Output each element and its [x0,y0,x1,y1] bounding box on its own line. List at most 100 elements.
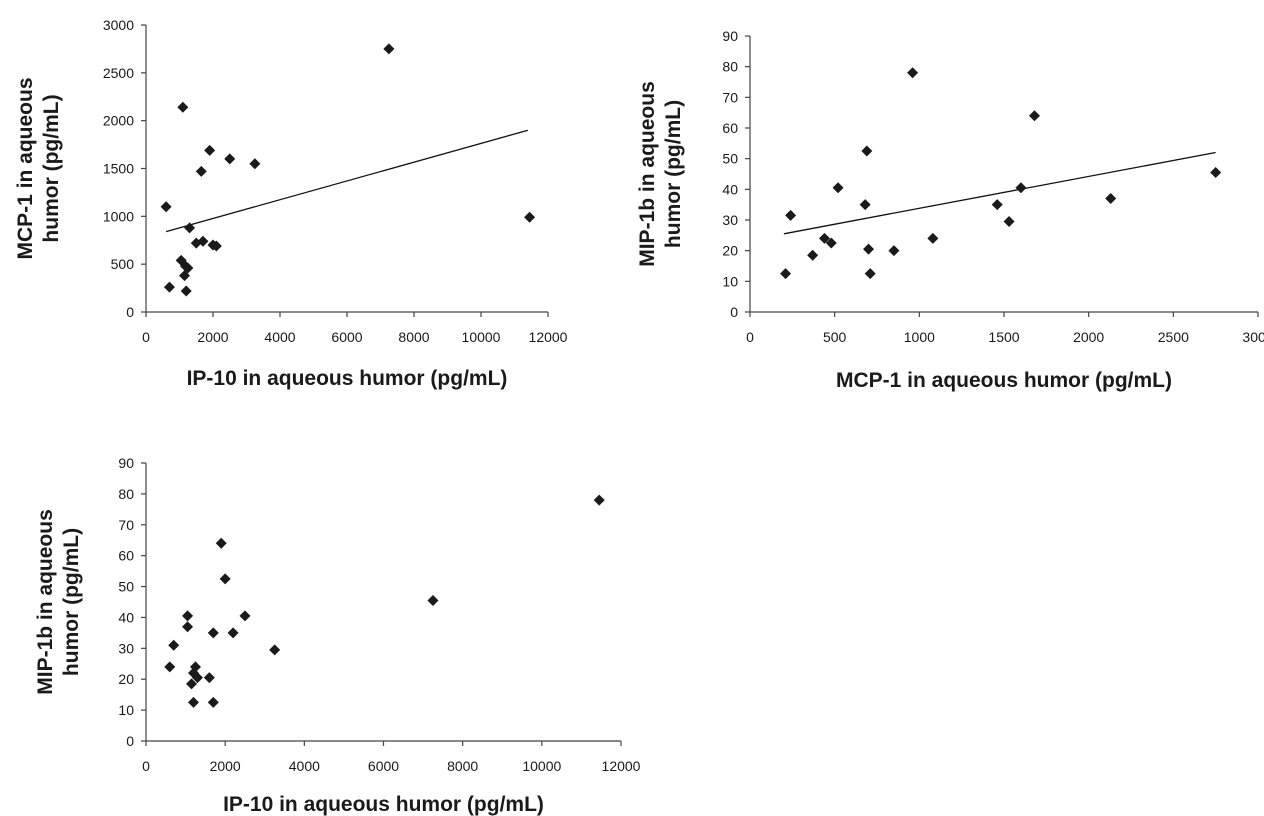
y-axis-title-line: MIP-1b in aqueous [636,81,659,267]
y-tick-label: 70 [722,89,738,105]
y-tick-label: 3000 [103,17,134,33]
data-point [180,285,192,297]
data-point [184,222,196,234]
x-tick-label: 12000 [602,758,641,774]
y-tick-label: 2000 [103,113,134,129]
trend-line [783,151,1216,235]
x-tick-label: 10000 [522,758,561,774]
y-tick-label: 30 [722,212,738,228]
data-point [832,182,844,194]
data-point [182,621,194,633]
data-point [427,594,439,606]
y-tick-label: 60 [118,548,134,564]
data-point [163,281,175,293]
x-tick-label: 6000 [368,758,399,774]
data-point [383,43,395,55]
data-point [864,268,876,280]
data-point [863,243,875,255]
data-point [1105,193,1117,205]
y-tick-label: 1500 [103,161,134,177]
data-point [164,661,176,673]
data-point [177,101,189,113]
y-axis-title-line: MCP-1 in aqueous [14,77,37,259]
data-point [197,235,209,247]
y-tick-label: 0 [730,304,738,320]
data-point [991,199,1003,211]
y-tick-label: 40 [118,609,134,625]
y-tick-label: 90 [118,455,134,471]
y-tick-label: 20 [118,671,134,687]
data-point [224,153,236,165]
y-tick-label: 80 [722,59,738,75]
y-axis-title-line: humor (pg/mL) [40,94,63,242]
data-point [207,627,219,639]
data-point [191,672,203,684]
y-tick-label: 40 [722,181,738,197]
x-tick-label: 1500 [988,329,1019,345]
data-point [203,672,215,684]
y-tick-label: 10 [118,702,134,718]
data-point [182,262,194,274]
x-tick-label: 8000 [398,329,429,345]
x-tick-label: 1000 [904,329,935,345]
data-point [927,232,939,244]
x-tick-label: 2500 [1158,329,1189,345]
data-point [1015,182,1027,194]
x-tick-label: 10000 [462,329,501,345]
data-point [1028,110,1040,122]
data-point [819,232,831,244]
data-point [888,245,900,257]
data-point [593,494,605,506]
data-point [907,67,919,79]
x-axis-title: IP-10 in aqueous humor (pg/mL) [187,367,508,390]
x-axis-title: IP-10 in aqueous humor (pg/mL) [223,793,544,816]
x-tick-label: 2000 [210,758,241,774]
data-point [1003,216,1015,228]
data-point [1210,166,1222,178]
data-point [179,270,191,282]
data-point [189,661,201,673]
data-point [227,627,239,639]
data-point [219,573,231,585]
data-point [239,610,251,622]
data-point [182,610,194,622]
x-tick-label: 12000 [529,329,568,345]
x-tick-label: 4000 [289,758,320,774]
y-tick-label: 500 [111,256,135,272]
y-tick-label: 70 [118,517,134,533]
y-tick-label: 60 [722,120,738,136]
x-tick-label: 8000 [447,758,478,774]
data-point [825,237,837,249]
trend-line [165,129,529,233]
data-point [785,209,797,221]
y-tick-label: 2500 [103,65,134,81]
y-axis-title-line: MIP-1b in aqueous [34,509,57,695]
data-point [269,644,281,656]
y-tick-label: 30 [118,640,134,656]
data-point [195,165,207,177]
x-tick-label: 0 [746,329,754,345]
y-tick-label: 20 [722,243,738,259]
y-tick-label: 50 [722,151,738,167]
x-tick-label: 6000 [331,329,362,345]
y-tick-label: 80 [118,486,134,502]
data-point [524,211,536,223]
y-tick-label: 0 [126,304,134,320]
x-tick-label: 2000 [197,329,228,345]
x-tick-label: 0 [142,329,150,345]
y-tick-label: 10 [722,273,738,289]
data-point [186,678,198,690]
data-point [188,696,199,708]
x-tick-label: 2000 [1073,329,1104,345]
data-point [160,201,172,213]
x-tick-label: 3000 [1242,329,1264,345]
data-point [859,199,871,211]
y-tick-label: 0 [126,733,134,749]
chart-mip1b-vs-mcp1: 0 10 20 30 40 50 60 70 80 90 0 500 1000 1500 2000 2500 3… [636,28,1264,392]
x-axis-title: MCP-1 in aqueous humor (pg/mL) [836,369,1172,392]
y-tick-label: 50 [118,579,134,595]
x-tick-label: 4000 [264,329,295,345]
chart-mip1b-vs-ip10: 0 10 20 30 40 50 60 70 80 90 0 2000 4000 6000 8000 1000… [34,455,641,816]
data-point [861,145,873,157]
